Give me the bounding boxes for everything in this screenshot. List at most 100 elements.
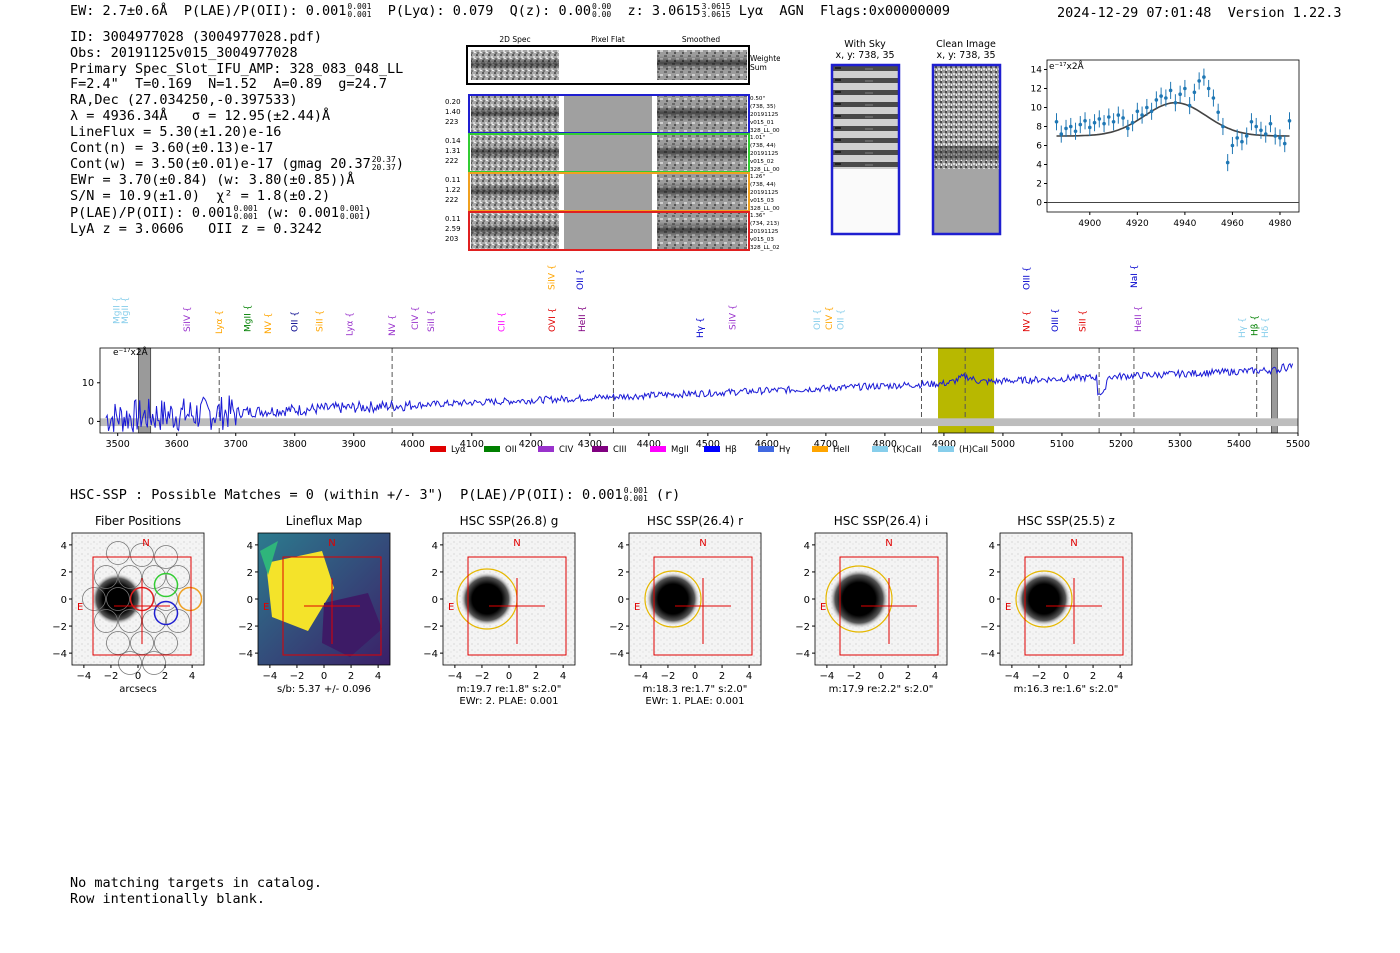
line-label: SiII {	[316, 310, 326, 332]
zoom-data-point	[1116, 113, 1121, 117]
line-label: Hγ {	[696, 317, 706, 338]
line-label-group: CII {	[497, 312, 507, 332]
row-right-stat: v015_03	[750, 198, 774, 204]
plae-a: P(LAE)/P(OII): 0.001	[70, 204, 233, 221]
line-label-group: OII {	[813, 309, 823, 330]
row-left-stat: 203	[445, 235, 458, 243]
hsc-ytick-label: −2	[609, 622, 624, 633]
row-right-stat: 20191125	[750, 190, 779, 196]
hsc-xtick-label: −2	[1032, 671, 1047, 682]
row-right-stat: 328_LL_022	[750, 245, 780, 251]
line-label: HeII {	[1134, 306, 1144, 332]
qz-hi: 0.00	[591, 2, 612, 11]
spec2d-row-frame	[468, 211, 750, 251]
legend-label: Hβ	[725, 445, 737, 455]
timestamp-version: 2024-12-29 07:01:48 Version 1.22.3	[1057, 5, 1342, 21]
row-right-stat: (738, 44)	[750, 182, 776, 188]
zoom-data-point	[1149, 109, 1154, 114]
hsc-xtick-label: 2	[719, 671, 725, 682]
hsc-ytick-label: 4	[432, 541, 438, 552]
fiber-circle	[130, 543, 154, 567]
hsc-xtick-label: 0	[135, 671, 141, 682]
legend-label: CIII	[613, 445, 626, 455]
info-lambda: λ = 4936.34Å σ = 12.95(±2.44)Å	[70, 107, 331, 124]
zoom-data-point	[1273, 134, 1278, 138]
line-label-group: CIV {	[411, 306, 421, 330]
legend-swatch	[758, 446, 774, 452]
hsc-title-text: HSC-SSP : Possible Matches = 0 (within +…	[70, 487, 623, 503]
fiber-circle	[94, 609, 118, 633]
footer-line1: No matching targets in catalog.	[70, 875, 322, 891]
hsc-xtick-label: 4	[189, 671, 195, 682]
line-label-group: MgII {	[113, 297, 123, 324]
col-title-2dspec: 2D Spec	[499, 35, 530, 44]
hsc-ytick-label: −4	[423, 649, 438, 660]
hsc-xtick-label: 4	[746, 671, 752, 682]
error-band	[100, 418, 1298, 427]
hsc-xtick-label: −4	[77, 671, 92, 682]
zoom-data-point	[1102, 121, 1106, 126]
timestamp: 2024-12-29 07:01:48	[1057, 5, 1212, 21]
row-right-stat: 20191125	[750, 229, 779, 235]
hsc-caption: m:18.3 re:1.7" s:2.0"	[643, 684, 748, 695]
hsc-ytick-label: 4	[989, 541, 995, 552]
hsc-xtick-label: −2	[847, 671, 862, 682]
zoom-data-point	[1282, 141, 1287, 146]
line-label-group: MgII {	[244, 305, 254, 332]
compass-e: E	[820, 602, 826, 613]
hsc-xtick-label: 0	[692, 671, 698, 682]
spectrum-frame	[99, 347, 1299, 434]
zoom-data-point	[1183, 86, 1187, 91]
zoom-data-point	[1268, 121, 1273, 126]
info-lineflux: LineFlux = 5.30(±1.20)e-16	[70, 123, 282, 140]
hsc-ytick-label: −4	[980, 649, 995, 660]
legend-item: Hβ	[704, 445, 737, 455]
zoom-ytick-label: 14	[1031, 66, 1043, 76]
row-right-stat: 20191125	[750, 151, 779, 157]
full-spectrum-chart: 0 10 3500 3600 3700 3800 3900 4000 4100 4200 4300 4…	[82, 264, 1310, 455]
line-label: CII {	[497, 312, 507, 332]
hsc-title: HSC-SSP : Possible Matches = 0 (within +…	[70, 487, 680, 504]
search-box	[839, 556, 939, 656]
fiber-circle	[142, 565, 166, 589]
compass-n: N	[513, 538, 520, 549]
spectrum-xtick-label: 3900	[342, 439, 366, 450]
info-lya-z: LyA z = 3.0606 OII z = 0.3242	[70, 220, 322, 237]
line-label-group: OII {	[837, 309, 847, 330]
fiber-blue	[153, 600, 179, 626]
legend-label: HeII	[833, 445, 850, 455]
detection-info: ID: 3004977028 (3004977028.pdf) Obs: 201…	[70, 29, 404, 237]
hsc-xtick-label: −4	[448, 671, 463, 682]
fiber-circle	[166, 565, 190, 589]
line-label: SiIV {	[547, 264, 557, 290]
pixelflat-cell	[564, 213, 652, 249]
spectrum-xtick-label: 4600	[755, 439, 779, 450]
hsc-ytick-label: −4	[238, 649, 253, 660]
spectrum-xtick-label: 4100	[460, 439, 484, 450]
z-lo: 3.0615	[701, 10, 731, 19]
spectrum-xtick-label: 3700	[224, 439, 248, 450]
zoom-data-point	[1135, 109, 1140, 114]
legend-label: (H)CaII	[959, 445, 988, 455]
hsc-caption: m:17.9 re:2.2" s:2.0"	[829, 684, 934, 695]
qz-lo: 0.00	[591, 10, 612, 19]
gmag-lo: 20.37	[371, 163, 396, 173]
hsc-xtick-label: −2	[104, 671, 119, 682]
line-label-group: HeII {	[578, 306, 588, 332]
plae-lo: 0.001	[347, 10, 372, 19]
version: Version 1.22.3	[1227, 5, 1342, 21]
footer-line2: Row intentionally blank.	[70, 890, 266, 907]
hsc-ytick-label: −2	[980, 622, 995, 633]
spec2d-trace	[471, 145, 559, 159]
z-hi: 3.0615	[701, 2, 731, 11]
zoom-data-point	[1159, 94, 1163, 98]
legend-swatch	[650, 446, 666, 452]
line-label-group: SiII {	[316, 310, 326, 332]
line-label-group: NV {	[388, 315, 398, 336]
zoom-data-point	[1211, 96, 1216, 100]
zoom-data-point	[1092, 120, 1097, 125]
plae-hi: 0.001	[347, 2, 372, 11]
zoom-data-point	[1064, 126, 1068, 131]
galaxy-blob	[460, 572, 514, 626]
zoom-data-point	[1249, 119, 1254, 124]
